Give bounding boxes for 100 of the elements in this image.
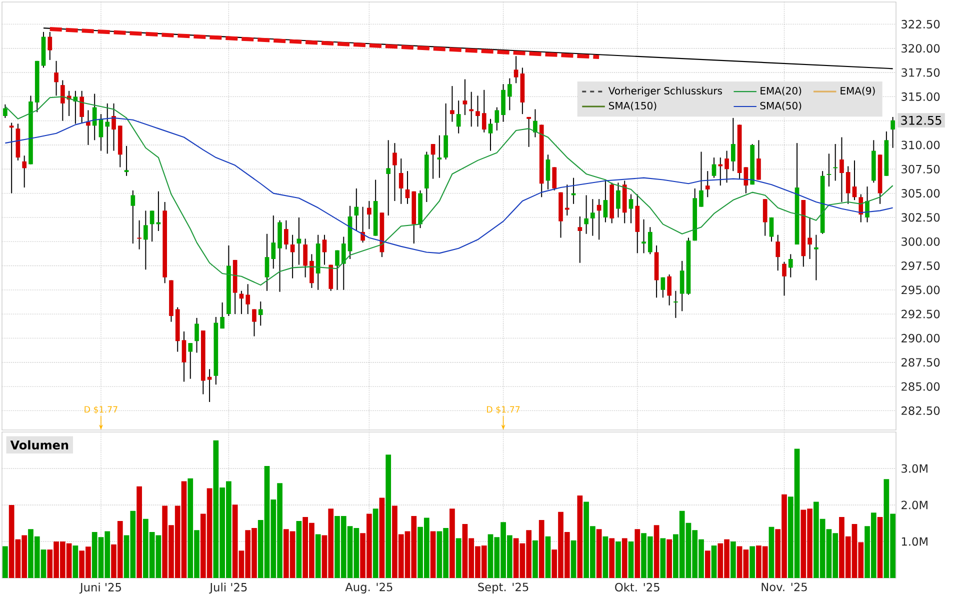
candlestick bbox=[731, 117, 736, 172]
bar bbox=[577, 496, 583, 578]
bar bbox=[609, 538, 615, 578]
candlestick bbox=[284, 220, 288, 250]
y-tick-label: 292.50 bbox=[902, 310, 940, 318]
candlestick bbox=[220, 302, 224, 330]
candlestick bbox=[296, 216, 302, 266]
legend-label: Vorheriger Schlusskurs bbox=[608, 86, 722, 96]
candlestick bbox=[526, 116, 531, 148]
candlestick bbox=[322, 234, 327, 266]
bar bbox=[532, 540, 538, 578]
y-tick-label: 1.0M bbox=[902, 537, 928, 546]
bar bbox=[72, 546, 78, 578]
candlestick bbox=[584, 194, 588, 234]
candlestick bbox=[546, 154, 550, 190]
x-tick-label: Aug. '25 bbox=[345, 582, 392, 594]
bar bbox=[602, 536, 608, 578]
candlestick bbox=[456, 100, 461, 134]
candlestick bbox=[310, 254, 314, 288]
candlestick bbox=[188, 342, 193, 380]
candlestick bbox=[616, 182, 620, 218]
candlestick bbox=[826, 153, 832, 188]
candlestick bbox=[54, 60, 58, 96]
y-tick-label: 322.50 bbox=[902, 20, 940, 29]
bar bbox=[750, 546, 756, 578]
annotation: D $1.77 bbox=[487, 406, 520, 414]
candlestick bbox=[578, 216, 582, 264]
candlestick bbox=[246, 284, 250, 315]
candlestick bbox=[150, 210, 154, 242]
candlestick bbox=[482, 89, 486, 133]
x-tick-label: Sept. '25 bbox=[478, 582, 528, 594]
candlestick bbox=[182, 330, 186, 382]
bar bbox=[545, 536, 551, 578]
candlestick bbox=[533, 108, 538, 138]
candlestick bbox=[130, 190, 136, 244]
candlestick bbox=[642, 218, 646, 254]
y-tick-label: 287.50 bbox=[902, 358, 940, 367]
candlestick bbox=[488, 118, 493, 152]
candlestick bbox=[628, 194, 634, 224]
bar bbox=[136, 486, 142, 578]
bar bbox=[877, 517, 883, 578]
y-tick-label: 302.50 bbox=[902, 213, 940, 222]
y-tick-label: 285.00 bbox=[902, 382, 940, 391]
legend-label: SMA(50) bbox=[760, 102, 802, 111]
candlestick bbox=[86, 110, 90, 146]
bar bbox=[379, 498, 385, 578]
candlestick bbox=[846, 166, 850, 204]
candlestick bbox=[398, 158, 404, 204]
candlestick bbox=[552, 166, 557, 191]
candlestick bbox=[712, 157, 716, 178]
bar bbox=[730, 542, 736, 578]
candlestick bbox=[341, 236, 346, 290]
candlestick bbox=[105, 102, 110, 154]
candlestick bbox=[776, 234, 780, 272]
bar bbox=[634, 529, 640, 578]
candlestick bbox=[48, 31, 52, 60]
candlestick bbox=[405, 170, 410, 204]
bar bbox=[386, 454, 392, 578]
bar bbox=[372, 508, 378, 578]
candlestick bbox=[9, 122, 14, 194]
y-tick-label: 295.00 bbox=[902, 286, 940, 294]
candlestick bbox=[667, 274, 672, 306]
candlestick bbox=[137, 220, 142, 250]
candlestick bbox=[590, 198, 595, 236]
candlestick bbox=[699, 151, 704, 208]
candlestick bbox=[808, 216, 812, 260]
bar bbox=[704, 550, 710, 578]
candlestick bbox=[194, 317, 199, 354]
candlestick bbox=[508, 78, 512, 111]
y-tick-label: 297.50 bbox=[902, 261, 940, 270]
candlestick bbox=[494, 106, 500, 131]
bar bbox=[570, 540, 576, 578]
candlestick bbox=[476, 95, 480, 128]
bar bbox=[2, 546, 8, 578]
bar bbox=[768, 526, 774, 578]
bar bbox=[616, 542, 621, 578]
bar bbox=[660, 538, 666, 578]
x-tick-label: Okt. '25 bbox=[615, 582, 660, 592]
text: Volumen bbox=[10, 440, 68, 450]
candlestick bbox=[814, 234, 818, 281]
y-tick-label: 290.00 bbox=[902, 334, 940, 343]
candlestick bbox=[852, 160, 857, 201]
y-tick-label: 310.00 bbox=[902, 140, 940, 150]
bar bbox=[711, 546, 717, 578]
candlestick bbox=[833, 144, 838, 182]
bar bbox=[666, 539, 672, 578]
y-tick-label: 320.00 bbox=[902, 44, 940, 53]
candlestick bbox=[865, 186, 870, 223]
candlestick bbox=[271, 215, 276, 270]
candlestick bbox=[462, 78, 468, 116]
x-tick-label: Juli '25 bbox=[209, 582, 247, 594]
candlestick bbox=[60, 80, 65, 122]
bar bbox=[450, 508, 455, 578]
text: 312.55 bbox=[901, 116, 942, 125]
y-tick-label: 300.00 bbox=[902, 237, 940, 246]
x-tick-label: Juni '25 bbox=[79, 582, 121, 594]
legend-label: EMA(9) bbox=[840, 86, 875, 96]
candlestick bbox=[762, 198, 768, 236]
candlestick bbox=[469, 91, 474, 128]
candlestick bbox=[674, 290, 678, 318]
